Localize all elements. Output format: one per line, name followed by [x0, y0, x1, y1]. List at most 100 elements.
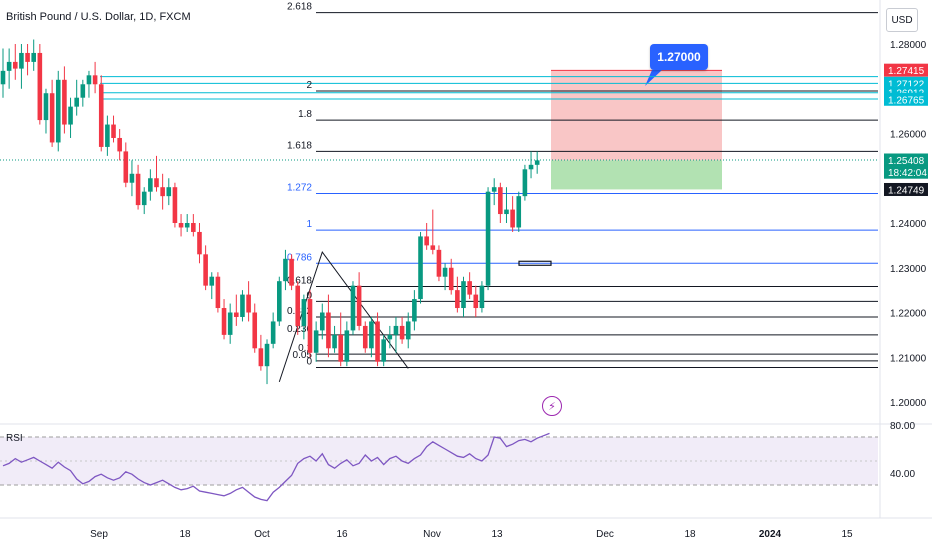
- candle-body: [283, 259, 288, 281]
- candle-body: [160, 187, 165, 196]
- candle: [56, 71, 61, 152]
- candle: [406, 313, 411, 349]
- candle-body: [68, 107, 73, 125]
- candle: [516, 192, 521, 232]
- candle: [332, 326, 337, 353]
- candle: [1, 48, 6, 97]
- candle-body: [277, 281, 282, 321]
- target-callout[interactable]: 1.27000: [650, 44, 708, 70]
- candle: [510, 196, 515, 232]
- candle-body: [345, 330, 350, 361]
- candle: [357, 272, 362, 330]
- candle-body: [480, 286, 485, 308]
- candle-body: [498, 187, 503, 214]
- time-tick-label: 16: [336, 529, 348, 540]
- candle: [369, 317, 374, 357]
- candle-body: [375, 321, 380, 361]
- candle-body: [510, 210, 515, 228]
- candle-body: [406, 321, 411, 339]
- candle-body: [289, 259, 294, 286]
- candle: [424, 223, 429, 250]
- candle: [400, 317, 405, 344]
- candle-body: [529, 165, 534, 169]
- candle: [209, 272, 214, 299]
- candle: [523, 165, 528, 201]
- candle-body: [437, 250, 442, 277]
- candle-body: [38, 53, 43, 120]
- candle: [345, 321, 350, 366]
- candle-body: [179, 223, 184, 227]
- candle: [99, 75, 104, 151]
- candle: [222, 299, 227, 339]
- candle: [228, 304, 233, 344]
- candle-body: [44, 93, 49, 120]
- candle-body: [523, 169, 528, 196]
- candle-body: [467, 281, 472, 294]
- candle-body: [246, 295, 251, 313]
- position-reward-zone: [551, 160, 722, 189]
- candle-body: [7, 62, 12, 71]
- candle: [240, 290, 245, 321]
- candle: [31, 40, 36, 71]
- candle-body: [363, 326, 368, 348]
- candle-body: [449, 268, 454, 290]
- candle: [259, 335, 264, 371]
- candle-body: [228, 313, 233, 335]
- candle-body: [400, 326, 405, 339]
- candle: [437, 245, 442, 281]
- candle-body: [105, 125, 110, 147]
- candle: [124, 142, 129, 187]
- candle: [271, 313, 276, 349]
- candle-body: [56, 80, 61, 143]
- candle: [381, 335, 386, 366]
- candle-body: [209, 277, 214, 286]
- candle-body: [93, 75, 98, 84]
- candle-body: [31, 53, 36, 62]
- candle: [326, 295, 331, 358]
- candle-body: [516, 196, 521, 227]
- price-tag-label: 1.26765: [888, 95, 925, 106]
- candle: [93, 62, 98, 93]
- candle-body: [185, 223, 190, 227]
- candle-body: [320, 313, 325, 331]
- candle: [81, 80, 86, 107]
- candle-body: [473, 295, 478, 308]
- fib-label-1: 2: [306, 80, 312, 91]
- candle-body: [117, 138, 122, 151]
- candle: [473, 286, 478, 317]
- candle: [252, 304, 257, 353]
- candle: [480, 281, 485, 312]
- candle-body: [461, 281, 466, 308]
- candle: [62, 66, 67, 133]
- candle-body: [504, 210, 509, 214]
- candle: [191, 214, 196, 236]
- candle-body: [259, 348, 264, 366]
- candle-body: [326, 313, 331, 349]
- time-tick-label: 18: [684, 529, 696, 540]
- rsi-pane-label[interactable]: RSI: [6, 433, 23, 444]
- candle: [50, 80, 55, 147]
- candle-body: [314, 330, 319, 352]
- candle: [498, 183, 503, 223]
- candle-body: [166, 187, 171, 196]
- candle: [44, 89, 49, 134]
- time-tick-label: Dec: [596, 529, 614, 540]
- time-tick-label: Oct: [254, 529, 270, 540]
- candle-body: [19, 53, 24, 69]
- candle-body: [87, 75, 92, 84]
- candle: [160, 174, 165, 210]
- currency-button[interactable]: USD: [886, 8, 918, 32]
- candle-body: [486, 192, 491, 286]
- candle: [166, 178, 171, 205]
- candle: [455, 277, 460, 313]
- candle-body: [381, 339, 386, 361]
- time-tick-label: 13: [491, 529, 503, 540]
- candle-body: [191, 223, 196, 232]
- candle: [7, 48, 12, 88]
- candle: [136, 165, 141, 210]
- lightning-icon[interactable]: ⚡: [542, 396, 562, 416]
- candle-body: [357, 286, 362, 326]
- candle-body: [50, 93, 55, 142]
- symbol-title[interactable]: British Pound / U.S. Dollar, 1D, FXCM: [6, 11, 191, 23]
